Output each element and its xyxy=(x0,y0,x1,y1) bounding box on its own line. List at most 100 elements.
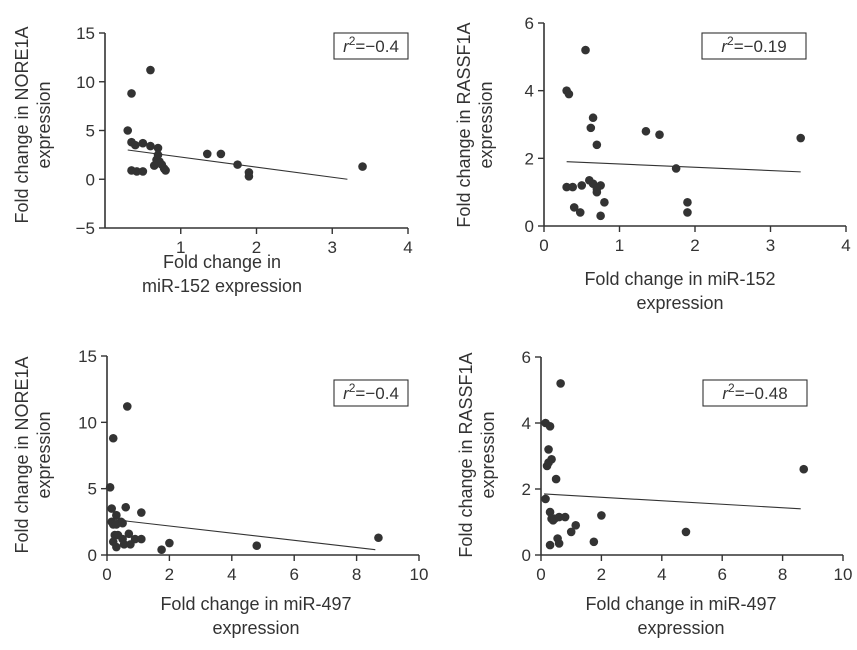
data-point xyxy=(105,483,115,492)
x-axis-label: expression xyxy=(636,293,723,313)
data-point xyxy=(581,45,590,55)
data-point xyxy=(560,512,570,522)
y-tick-label: 2 xyxy=(522,480,531,499)
x-tick-label: 4 xyxy=(657,565,666,584)
y-tick-label: 2 xyxy=(525,149,534,168)
x-axis-label: miR-152 expression xyxy=(142,276,302,296)
data-point xyxy=(589,537,599,547)
x-tick-label: 2 xyxy=(252,238,261,257)
data-point xyxy=(138,167,148,176)
x-axis-label: Fold change in xyxy=(163,252,281,272)
data-point xyxy=(554,512,564,522)
data-point xyxy=(588,113,598,123)
y-tick-label: 15 xyxy=(78,347,97,366)
data-point xyxy=(545,507,555,517)
y-tick-label: 0 xyxy=(525,217,534,236)
x-tick-label: 1 xyxy=(615,236,624,255)
data-point xyxy=(358,162,367,171)
y-tick-label: 0 xyxy=(522,546,531,565)
r-exponent: 2 xyxy=(727,34,734,48)
r-squared-label: r2=−0.48 xyxy=(722,381,787,403)
x-tick-label: 4 xyxy=(403,238,412,257)
x-tick-label: 3 xyxy=(766,236,775,255)
y-axis-label: Fold change in NORE1A xyxy=(12,356,32,553)
data-point xyxy=(545,422,555,431)
y-tick-label: 4 xyxy=(525,82,534,101)
x-tick-label: 8 xyxy=(778,565,787,584)
scatter-panel-top-left: −5 0 5 10 15 1 2 3 4 Fold change in miR-152 expres… xyxy=(12,24,413,296)
data-point xyxy=(562,182,571,192)
r-value: =−0.4 xyxy=(355,384,399,403)
y-tick-label: 5 xyxy=(86,122,95,141)
x-tick-label: 10 xyxy=(410,565,429,584)
x-tick-label: 3 xyxy=(328,238,337,257)
data-point xyxy=(118,518,127,528)
data-point xyxy=(138,138,148,148)
data-point xyxy=(146,141,155,151)
data-point xyxy=(575,208,585,217)
data-point xyxy=(683,198,692,207)
y-axis-label: expression xyxy=(476,81,496,168)
regression-line xyxy=(566,161,801,173)
x-tick-label: 10 xyxy=(834,565,853,584)
x-tick-label: 6 xyxy=(289,565,298,584)
data-point xyxy=(683,208,692,217)
data-point xyxy=(592,140,602,150)
data-point xyxy=(655,130,664,139)
data-point xyxy=(137,534,146,544)
r-variable: r xyxy=(343,384,350,403)
r-squared-label: r2=−0.4 xyxy=(343,34,399,56)
data-point xyxy=(216,149,226,159)
data-point xyxy=(641,126,651,136)
y-tick-label: 6 xyxy=(525,14,534,33)
data-point xyxy=(161,166,170,175)
x-tick-label: 2 xyxy=(597,565,606,584)
x-axis-label: Fold change in miR-497 xyxy=(160,594,351,614)
data-point xyxy=(119,540,129,549)
x-axis-label: expression xyxy=(637,618,724,638)
data-point xyxy=(132,167,142,176)
data-point xyxy=(127,89,136,98)
y-axis-label: expression xyxy=(34,411,54,498)
data-point xyxy=(124,529,134,539)
data-point xyxy=(556,379,565,388)
y-tick-label: 10 xyxy=(76,73,95,92)
r-squared-box xyxy=(333,32,409,60)
x-tick-label: 1 xyxy=(176,238,185,257)
data-point xyxy=(568,182,577,192)
data-point xyxy=(137,508,146,517)
data-point xyxy=(122,402,132,411)
scatter-panel-bottom-left: 0 5 10 15 0 2 4 6 8 10 Fold change in miR-497 expre… xyxy=(12,347,428,638)
data-point xyxy=(571,521,581,530)
x-tick-label: 0 xyxy=(536,565,545,584)
data-point xyxy=(671,164,681,173)
r-value: =−0.4 xyxy=(355,37,399,56)
r-value: =−0.19 xyxy=(734,37,787,56)
r-squared-box xyxy=(702,379,808,407)
data-point xyxy=(112,510,121,520)
r-squared-box xyxy=(333,379,409,407)
data-point xyxy=(153,150,163,160)
data-point xyxy=(108,433,118,443)
data-point xyxy=(544,458,553,467)
data-point xyxy=(551,474,561,484)
regression-line xyxy=(543,493,801,510)
r-variable: r xyxy=(721,37,728,56)
data-point xyxy=(577,181,587,190)
y-tick-label: 6 xyxy=(522,348,531,367)
data-point xyxy=(799,464,809,474)
x-tick-label: 8 xyxy=(352,565,361,584)
data-point xyxy=(112,542,121,552)
data-point xyxy=(796,133,805,143)
r-variable: r xyxy=(722,384,729,403)
r-variable: r xyxy=(343,37,350,56)
x-axis-label: Fold change in miR-497 xyxy=(585,594,776,614)
data-point xyxy=(545,540,555,550)
data-point xyxy=(596,211,605,221)
data-point xyxy=(600,198,609,207)
x-axis-label: expression xyxy=(212,618,299,638)
y-axis-label: Fold change in RASSF1A xyxy=(456,352,476,557)
data-point xyxy=(121,502,131,512)
scatter-panel-top-right: 0 2 4 6 0 1 2 3 4 Fold change in miR-152 expressio… xyxy=(454,14,851,313)
